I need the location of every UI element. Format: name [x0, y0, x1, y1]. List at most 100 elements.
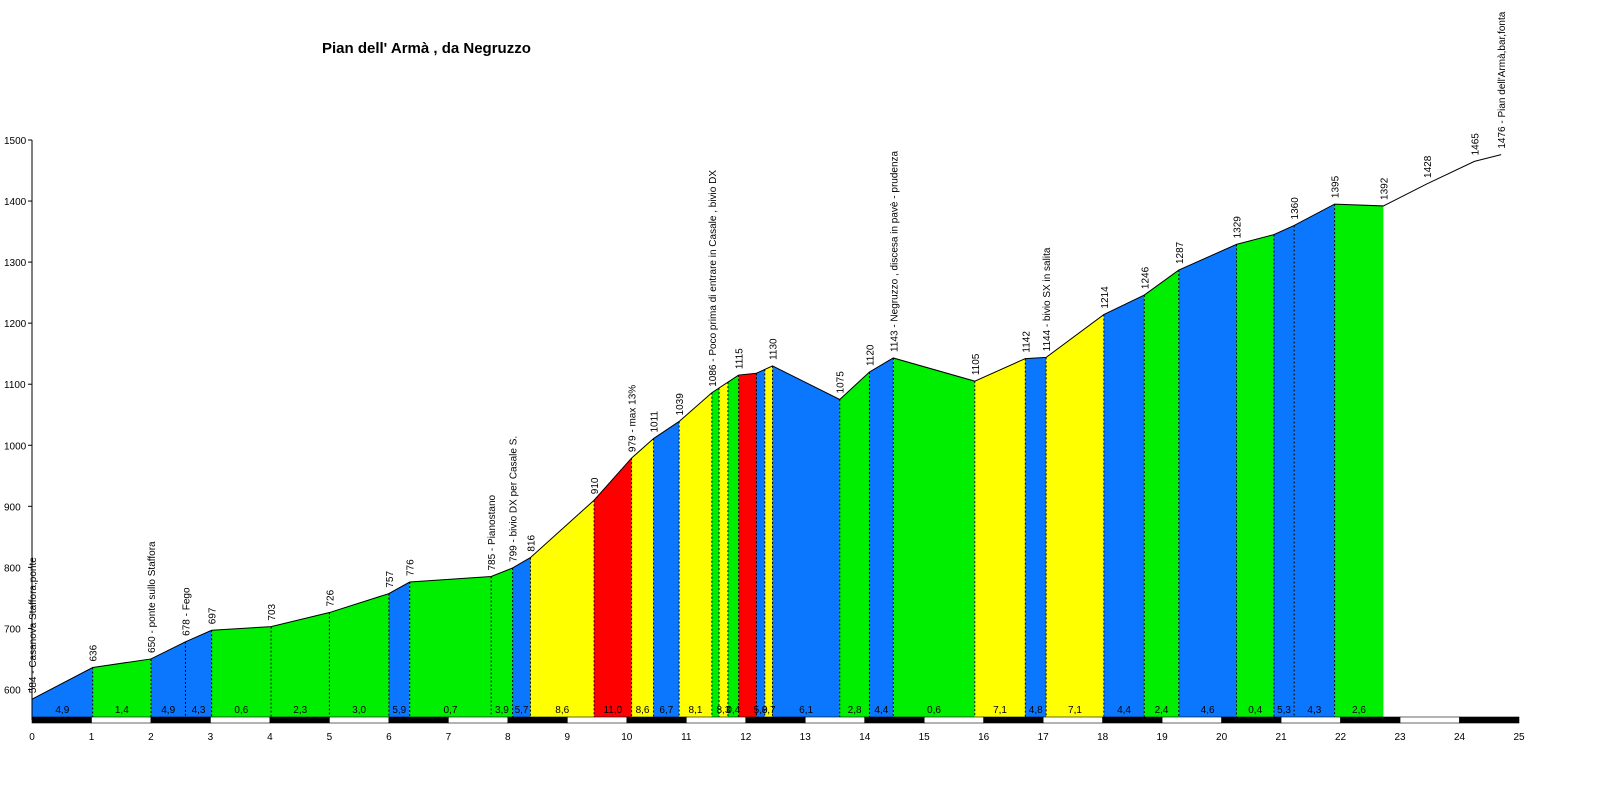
- chart-title: Pian dell' Armà , da Negruzzo: [322, 40, 531, 57]
- y-tick-label: 700: [4, 624, 21, 635]
- x-tick-label: 1: [89, 732, 95, 743]
- segment-area: [679, 392, 712, 720]
- scale-bar-km: [1102, 716, 1163, 724]
- gradient-label: 8,6: [636, 705, 650, 716]
- point-labels: 584 - Casanova Staffora,ponte 636 650 - po…: [28, 11, 1508, 693]
- x-tick-label: 2: [148, 732, 154, 743]
- point-label: 799 - bivio DX per Casale S.: [509, 436, 520, 562]
- x-tick-label: 20: [1216, 732, 1228, 743]
- y-tick-label: 900: [4, 502, 21, 513]
- gradient-label: 3,9: [495, 705, 509, 716]
- segment-area: [271, 612, 330, 720]
- segment-area: [839, 372, 870, 720]
- scale-bar-km: [1042, 716, 1103, 724]
- point-label: 1011: [650, 411, 661, 433]
- point-label: 1086 - Poco prima di entrare in Casale ,…: [708, 170, 719, 387]
- point-label: 1395: [1331, 175, 1342, 198]
- gradient-label: 8,6: [555, 705, 569, 716]
- point-label: 726: [325, 589, 336, 606]
- gradient-label: 4,9: [161, 705, 175, 716]
- scale-bar-km: [745, 716, 806, 724]
- profile-line: [31, 154, 1502, 700]
- x-tick-label: 23: [1394, 732, 1406, 743]
- segment-area: [1178, 244, 1237, 720]
- point-label: 757: [385, 570, 396, 587]
- point-label: 1039: [675, 393, 686, 416]
- y-tick-label: 1000: [4, 441, 27, 452]
- y-tick-label: 1500: [4, 136, 27, 147]
- point-label: 1214: [1100, 286, 1111, 309]
- gradient-label: 2,3: [293, 705, 307, 716]
- point-label: 1142: [1021, 331, 1032, 353]
- segment-area: [150, 641, 186, 720]
- segment-area: [1103, 295, 1145, 720]
- x-tick-label: 15: [919, 732, 931, 743]
- point-label: 636: [89, 644, 100, 661]
- segment-area: [409, 576, 492, 720]
- point-label: 1287: [1175, 241, 1186, 264]
- x-tick-label: 12: [740, 732, 752, 743]
- gradient-label: 1,4: [115, 705, 129, 716]
- gradient-label: 0,6: [927, 705, 941, 716]
- x-tick-label: 7: [446, 732, 452, 743]
- segment-area: [869, 357, 894, 720]
- gradient-label: 8,7: [762, 705, 776, 716]
- gradient-label: 6,7: [659, 705, 673, 716]
- x-tick-label: 11: [681, 732, 692, 743]
- segment-area: [1046, 314, 1104, 720]
- y-tick-label: 800: [4, 563, 21, 574]
- scale-bar-km: [507, 716, 568, 724]
- point-label: 1120: [865, 344, 876, 366]
- scale-bar-km: [150, 716, 211, 724]
- point-label: 1144 - bivio SX in salita: [1042, 247, 1053, 351]
- segment-area: [1025, 357, 1047, 720]
- point-label: 1115: [735, 348, 746, 369]
- segment-area: [1144, 270, 1179, 720]
- scale-bar-km: [923, 716, 984, 724]
- scale-bar-km: [1459, 716, 1520, 724]
- gradient-label: 7,1: [993, 705, 1007, 716]
- scale-bar-km: [1161, 716, 1222, 724]
- gradient-label: 4,6: [1201, 705, 1215, 716]
- scale-bar-km: [91, 716, 152, 724]
- point-label: 1360: [1290, 197, 1301, 220]
- scale-bar-km: [626, 716, 687, 724]
- point-label: 1143 - Negruzzo , discesa in pavè - prud…: [889, 150, 900, 351]
- x-tick-label: 8: [505, 732, 511, 743]
- point-label: 910: [590, 477, 601, 494]
- gradient-label: 5,9: [392, 705, 406, 716]
- point-label: 979 - max 13%: [628, 385, 639, 452]
- segment-area: [211, 626, 272, 720]
- point-label: 776: [406, 559, 417, 576]
- x-tick-label: 4: [267, 732, 273, 743]
- y-tick-label: 1200: [4, 319, 27, 330]
- scale-bar-km: [1280, 716, 1341, 724]
- segment-area: [329, 593, 389, 720]
- point-label: 584 - Casanova Staffora,ponte: [28, 557, 39, 693]
- gradient-label: 0,4: [1248, 705, 1262, 716]
- x-tick-label: 19: [1157, 732, 1169, 743]
- segment-dividers: [92, 204, 1336, 720]
- point-label: 650 - ponte sullo Staffora: [147, 541, 158, 653]
- segment-area: [756, 369, 765, 720]
- segment-area: [1236, 234, 1274, 720]
- scale-bar-km: [388, 716, 449, 724]
- point-label: 1329: [1232, 216, 1243, 239]
- segment-area: [185, 630, 212, 720]
- scale-bar-km: [1340, 716, 1401, 724]
- segment-area: [764, 365, 773, 720]
- point-label: 1246: [1140, 266, 1151, 289]
- gradient-labels: 4,9 1,4 4,9 4,3 0,6 2,3 3,0 5,9 0,7 3,9 5,7 8,6 11,0…: [55, 705, 1366, 716]
- point-label: 678 - Fego: [181, 587, 192, 636]
- gradient-label: 0,6: [234, 705, 248, 716]
- x-tick-label: 5: [327, 732, 333, 743]
- profile-segments: [32, 204, 1384, 720]
- gradient-label: 5,0: [754, 705, 768, 716]
- gradient-label: 11,0: [603, 705, 622, 716]
- scale-bar-km: [448, 716, 509, 724]
- scale-bar-km: [269, 716, 330, 724]
- segment-area: [491, 567, 513, 720]
- gradient-label: 5,3: [1277, 705, 1291, 716]
- x-tick-label: 16: [978, 732, 990, 743]
